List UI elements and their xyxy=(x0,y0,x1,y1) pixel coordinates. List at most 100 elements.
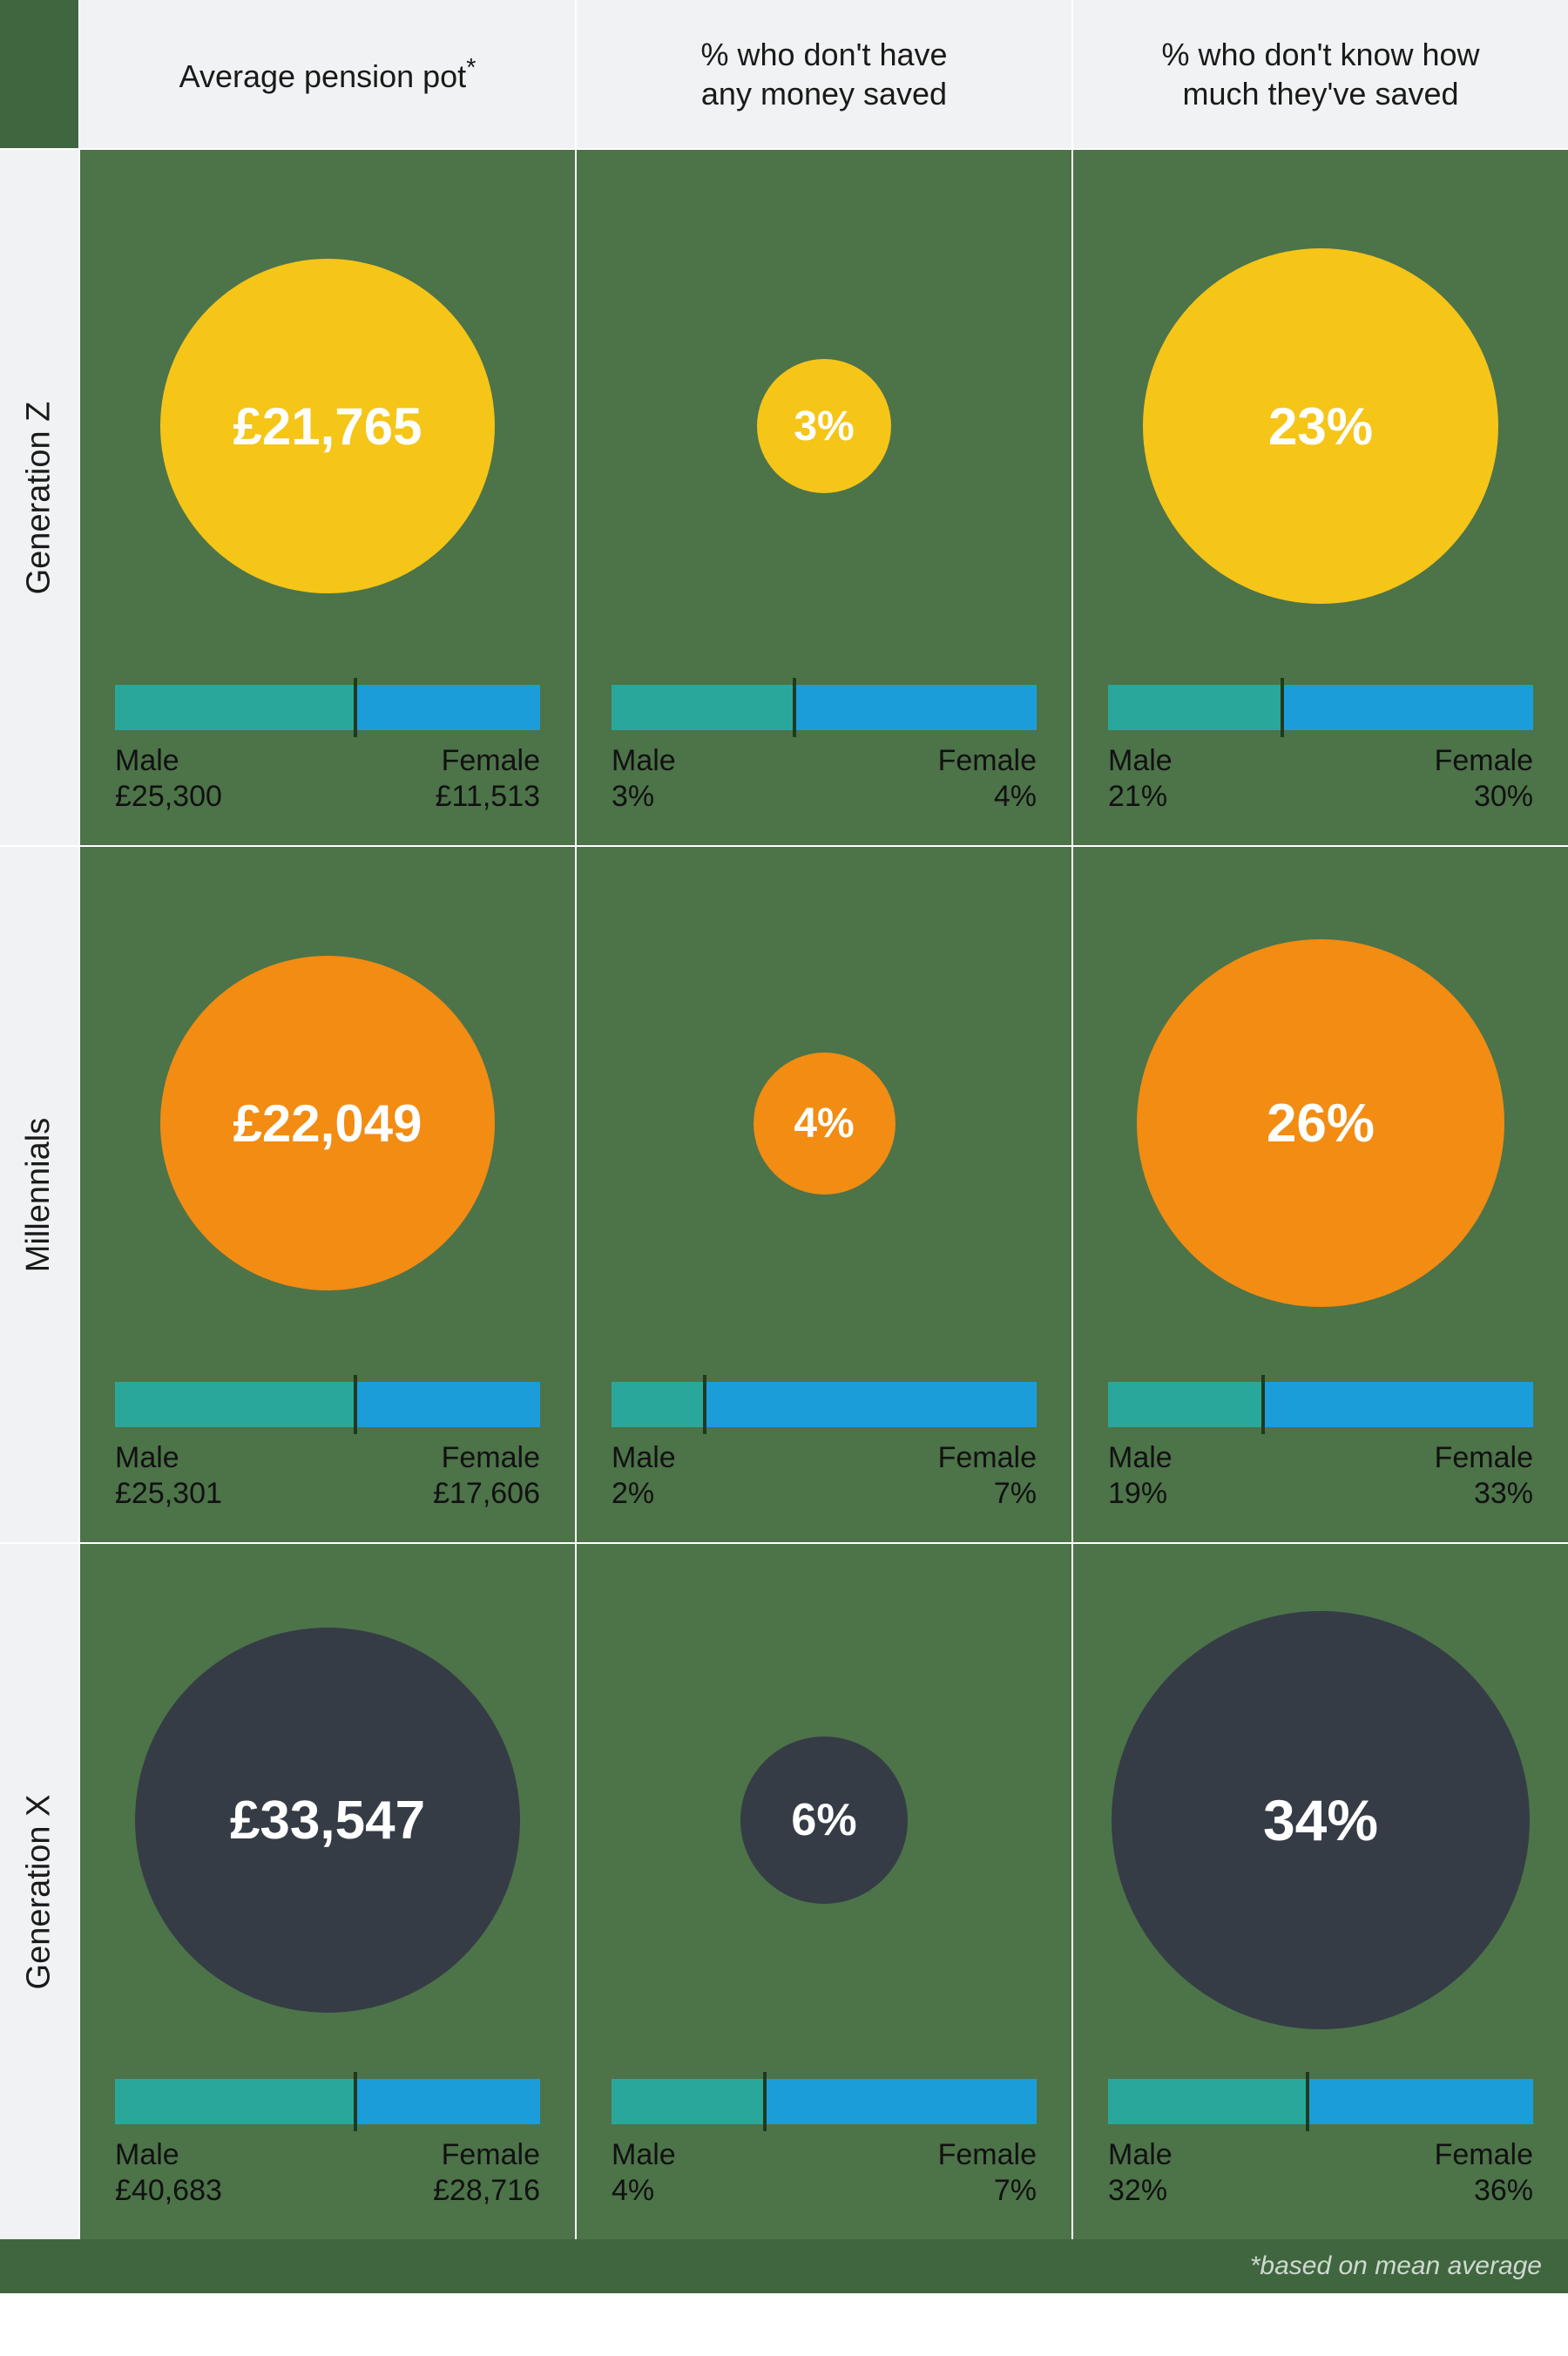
column-header-label: Average pension pot* xyxy=(179,53,476,96)
female-value: 7% xyxy=(994,1477,1037,1511)
female-label: Female xyxy=(938,1441,1037,1475)
gender-bar xyxy=(115,1382,540,1427)
gender-bar xyxy=(1108,2079,1533,2124)
male-value: 2% xyxy=(612,1477,676,1511)
value-circle: £21,765 xyxy=(160,259,495,593)
gender-labels: Male£25,300 Female£11,513 xyxy=(115,744,540,814)
gender-bar xyxy=(612,685,1037,730)
circle-value: 6% xyxy=(791,1794,856,1846)
male-segment xyxy=(115,2079,355,2124)
data-cell: £21,765 Male£25,300 Female£11,513 xyxy=(78,148,575,845)
value-circle: £22,049 xyxy=(160,956,495,1290)
male-label: Male xyxy=(115,1441,222,1475)
circle-value: £33,547 xyxy=(230,1790,425,1852)
female-segment xyxy=(1282,685,1533,730)
circle-zone: £33,547 xyxy=(115,1570,540,2070)
circle-zone: 6% xyxy=(612,1570,1037,2070)
female-value: 7% xyxy=(994,2174,1037,2208)
bar-divider xyxy=(354,678,357,737)
row-header-label: Generation Z xyxy=(21,401,58,594)
bar-divider xyxy=(703,1375,706,1434)
circle-value: £22,049 xyxy=(233,1093,422,1154)
female-value: 4% xyxy=(994,780,1037,814)
bar-divider xyxy=(1306,2072,1309,2131)
male-column: Male£25,301 xyxy=(115,1441,222,1511)
male-segment xyxy=(1108,1382,1263,1427)
column-header: Average pension pot* xyxy=(78,0,575,148)
male-column: Male3% xyxy=(612,744,676,814)
circle-zone: 34% xyxy=(1108,1570,1533,2070)
gender-labels: Male19% Female33% xyxy=(1108,1441,1533,1511)
gender-labels: Male4% Female7% xyxy=(612,2138,1037,2208)
gender-labels: Male£25,301 Female£17,606 xyxy=(115,1441,540,1511)
male-segment xyxy=(1108,2079,1308,2124)
female-value: £11,513 xyxy=(436,780,540,814)
row-header-label: Millennials xyxy=(21,1117,58,1271)
male-label: Male xyxy=(1108,744,1173,778)
bar-divider xyxy=(354,1375,357,1434)
row-header-label: Generation X xyxy=(21,1794,58,1989)
bar-divider xyxy=(763,2072,767,2131)
female-label: Female xyxy=(442,2138,540,2172)
bar-divider xyxy=(1281,678,1284,737)
female-column: Female£28,716 xyxy=(433,2138,540,2208)
gender-bar xyxy=(612,1382,1037,1427)
data-cell: 4% Male2% Female7% xyxy=(575,845,1071,1542)
male-value: 21% xyxy=(1108,780,1173,814)
female-label: Female xyxy=(442,744,540,778)
female-segment xyxy=(765,2079,1037,2124)
gender-labels: Male32%Female36% xyxy=(1108,2138,1533,2208)
gender-labels: Male£40,683 Female£28,716 xyxy=(115,2138,540,2208)
data-cell: 6% Male4% Female7% xyxy=(575,1542,1071,2239)
female-column: Female7% xyxy=(938,2138,1037,2208)
male-value: £25,301 xyxy=(115,1477,222,1511)
circle-zone: 26% xyxy=(1108,873,1533,1373)
male-column: Male£40,683 xyxy=(115,2138,222,2208)
male-column: Male2% xyxy=(612,1441,676,1511)
female-column: Female36% xyxy=(1435,2138,1533,2208)
value-circle: 6% xyxy=(740,1737,908,1904)
male-column: Male£25,300 xyxy=(115,744,222,814)
gender-bar xyxy=(1108,1382,1533,1427)
value-circle: £33,547 xyxy=(135,1628,520,2013)
male-label: Male xyxy=(115,744,222,778)
female-segment xyxy=(355,1382,540,1427)
male-value: 4% xyxy=(612,2174,676,2208)
male-value: 19% xyxy=(1108,1477,1173,1511)
corner-cell xyxy=(0,0,78,148)
circle-value: 3% xyxy=(794,403,854,450)
gender-labels: Male3%Female4% xyxy=(612,744,1037,814)
male-label: Male xyxy=(612,2138,676,2172)
value-circle: 23% xyxy=(1143,248,1498,604)
gender-bar xyxy=(115,685,540,730)
gender-bar xyxy=(612,2079,1037,2124)
value-circle: 26% xyxy=(1137,939,1504,1307)
male-segment xyxy=(115,685,355,730)
data-cell: 23% Male21% Female30% xyxy=(1071,148,1568,845)
female-column: Female7% xyxy=(938,1441,1037,1511)
data-cell: 26% Male19% Female33% xyxy=(1071,845,1568,1542)
bar-divider xyxy=(354,2072,357,2131)
value-circle: 4% xyxy=(754,1053,896,1195)
female-label: Female xyxy=(442,1441,540,1475)
male-segment xyxy=(612,2079,765,2124)
male-label: Male xyxy=(1108,2138,1173,2172)
female-label: Female xyxy=(1435,1441,1533,1475)
female-column: Female33% xyxy=(1435,1441,1533,1511)
circle-zone: £21,765 xyxy=(115,176,540,676)
gender-labels: Male2% Female7% xyxy=(612,1441,1037,1511)
male-label: Male xyxy=(1108,1441,1173,1475)
male-column: Male4% xyxy=(612,2138,676,2208)
female-value: £28,716 xyxy=(433,2174,540,2208)
female-column: Female30% xyxy=(1435,744,1533,814)
female-label: Female xyxy=(1435,744,1533,778)
gender-bar xyxy=(1108,685,1533,730)
circle-zone: 4% xyxy=(612,873,1037,1373)
female-column: Female£11,513 xyxy=(436,744,540,814)
column-header: % who don't know howmuch they've saved xyxy=(1071,0,1568,148)
row-header: Generation Z xyxy=(0,148,78,845)
data-cell: £33,547 Male£40,683 Female£28,716 xyxy=(78,1542,575,2239)
row-header: Millennials xyxy=(0,845,78,1542)
circle-value: 23% xyxy=(1268,396,1373,457)
female-column: Female£17,606 xyxy=(433,1441,540,1511)
